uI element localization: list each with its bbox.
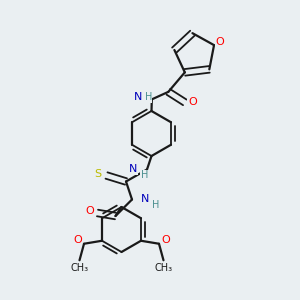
Text: H: H [141, 170, 148, 181]
Text: CH₃: CH₃ [70, 263, 88, 273]
Text: O: O [73, 235, 82, 245]
Text: O: O [85, 206, 94, 216]
Text: H: H [145, 92, 152, 102]
Text: N: N [129, 164, 138, 175]
Text: N: N [134, 92, 142, 102]
Text: S: S [94, 169, 102, 179]
Text: N: N [141, 194, 150, 205]
Text: CH₃: CH₃ [154, 263, 172, 273]
Text: O: O [188, 98, 197, 107]
Text: O: O [215, 37, 224, 46]
Text: H: H [152, 200, 159, 210]
Text: O: O [161, 235, 170, 245]
